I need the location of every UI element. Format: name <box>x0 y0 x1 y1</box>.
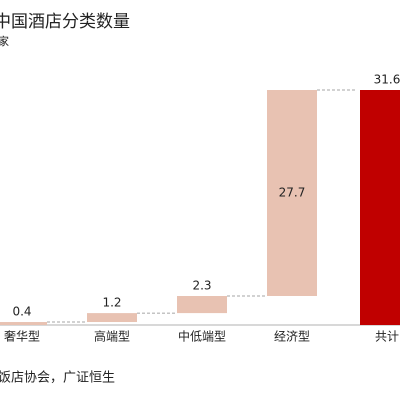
total-bar <box>360 90 400 325</box>
value-label: 1.2 <box>102 296 121 310</box>
bar <box>267 90 317 296</box>
x-tick-label: 高端型 <box>94 329 130 344</box>
bar <box>87 313 137 323</box>
x-tick-label: 奢华型 <box>4 330 40 344</box>
x-tick-label: 共计 <box>375 330 399 344</box>
chart-subtitle: 家 <box>0 34 9 48</box>
bar <box>177 295 227 314</box>
value-label: 31.6 <box>374 73 400 87</box>
value-label: 0.4 <box>12 305 31 319</box>
value-label: 27.7 <box>279 185 306 199</box>
source-note: 饭店协会，广证恒生 <box>0 371 115 386</box>
x-tick-label: 经济型 <box>274 329 310 344</box>
chart-title: 中国酒店分类数量 <box>0 12 130 32</box>
x-tick-label: 中低端型 <box>178 329 226 344</box>
value-label: 2.3 <box>192 278 211 292</box>
bar <box>0 322 47 325</box>
